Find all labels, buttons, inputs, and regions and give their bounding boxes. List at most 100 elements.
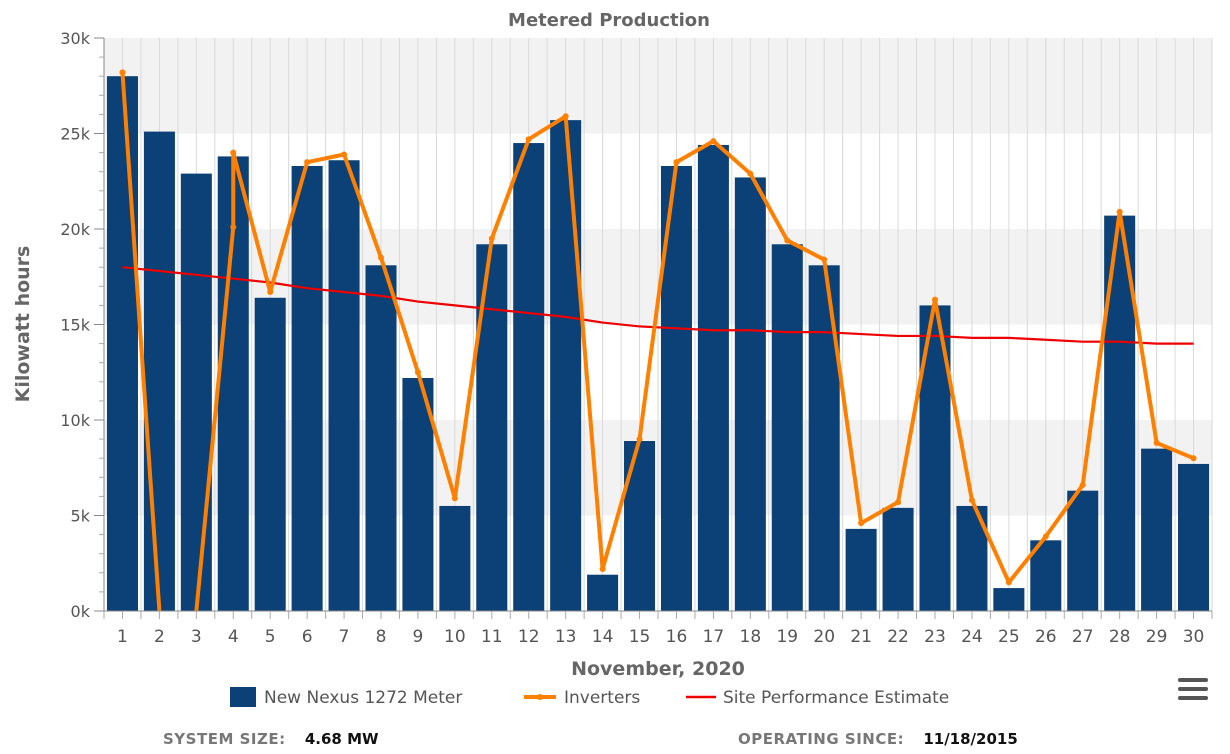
inverters-point-24 bbox=[968, 497, 975, 504]
bar-series-meter bbox=[106, 76, 1210, 612]
x-tick-label: 14 bbox=[592, 627, 614, 647]
legend: New Nexus 1272 Meter Inverters Site Perfor… bbox=[230, 687, 949, 708]
inverters-point-28 bbox=[1116, 208, 1123, 215]
inverters-point-4 bbox=[230, 149, 237, 156]
inverters-point-6 bbox=[304, 159, 311, 166]
x-tick-label: 18 bbox=[740, 627, 762, 647]
x-tick-label: 29 bbox=[1146, 627, 1168, 647]
bar-day-18 bbox=[734, 177, 766, 611]
x-tick-label: 9 bbox=[413, 627, 424, 647]
bar-day-7 bbox=[328, 160, 360, 612]
x-tick-label: 26 bbox=[1035, 627, 1057, 647]
inverters-point-13 bbox=[562, 113, 569, 120]
operating-since-label: OPERATING SINCE: bbox=[738, 730, 905, 748]
x-tick-label: 4 bbox=[228, 627, 239, 647]
system-size: SYSTEM SIZE: 4.68 MW bbox=[163, 730, 379, 748]
system-size-value: 4.68 MW bbox=[304, 730, 379, 748]
x-tick-label: 1 bbox=[117, 627, 128, 647]
inverters-point-10 bbox=[451, 495, 458, 502]
x-axis-tick-labels: 1 2 3 4 5 6 7 8 9 10 11 12 13 14 15 16 17 18 19 20 21 22 23 24 2… bbox=[103, 611, 1213, 647]
bar-day-27 bbox=[1067, 490, 1099, 611]
x-tick-label: 25 bbox=[998, 627, 1020, 647]
y-tick-label: 25k bbox=[60, 125, 90, 144]
inverters-point-23 bbox=[932, 296, 938, 303]
x-tick-label: 13 bbox=[555, 627, 577, 647]
y-tick-label: 20k bbox=[60, 220, 90, 239]
bar-day-10 bbox=[439, 505, 471, 611]
bar-day-9 bbox=[402, 377, 434, 611]
legend-marker-inverters bbox=[537, 694, 543, 700]
x-tick-label: 17 bbox=[703, 627, 725, 647]
inverters-point-14 bbox=[599, 565, 606, 572]
x-tick-label: 28 bbox=[1109, 627, 1131, 647]
legend-label-inverters: Inverters bbox=[564, 688, 640, 708]
y-tick-label: 15k bbox=[60, 316, 90, 335]
operating-since-value: 11/18/2015 bbox=[923, 730, 1018, 748]
y-tick-label: 30k bbox=[60, 29, 90, 48]
x-tick-label: 6 bbox=[302, 627, 313, 647]
bar-day-5 bbox=[254, 297, 286, 611]
bar-day-3 bbox=[180, 173, 212, 612]
line-series-estimate bbox=[122, 266, 1194, 345]
x-tick-label: 15 bbox=[629, 627, 651, 647]
inverters-point-21 bbox=[858, 520, 865, 527]
bar-day-29 bbox=[1141, 448, 1173, 611]
inverters-point-16 bbox=[673, 159, 680, 166]
inverters-point-26 bbox=[1042, 533, 1049, 540]
estimate-line bbox=[122, 266, 1194, 345]
inverters-point-1 bbox=[119, 69, 126, 76]
inverters-point-9 bbox=[414, 369, 421, 376]
bar-day-30 bbox=[1178, 463, 1210, 611]
bar-day-21 bbox=[845, 528, 877, 611]
x-tick-label: 16 bbox=[666, 627, 688, 647]
inverters-point-3 bbox=[230, 224, 237, 231]
inverters-point-30 bbox=[1190, 455, 1197, 462]
y-tick-label: 5k bbox=[71, 507, 91, 526]
x-tick-label: 7 bbox=[339, 627, 350, 647]
y-axis-tick-labels: 0k 5k 10k 15k 20k 25k 30k bbox=[60, 29, 104, 621]
bar-day-25 bbox=[993, 588, 1025, 611]
inverters-point-25 bbox=[1005, 579, 1012, 586]
x-tick-label: 8 bbox=[376, 627, 387, 647]
system-size-label: SYSTEM SIZE: bbox=[163, 730, 286, 748]
bar-day-17 bbox=[697, 144, 729, 611]
inverters-point-8 bbox=[378, 254, 384, 261]
x-tick-label: 30 bbox=[1183, 627, 1205, 647]
x-tick-label: 12 bbox=[518, 627, 540, 647]
bar-day-19 bbox=[771, 244, 803, 611]
inverters-point-12 bbox=[525, 136, 532, 143]
x-tick-label: 27 bbox=[1072, 627, 1094, 647]
bar-day-22 bbox=[882, 507, 914, 611]
inverters-point-5 bbox=[267, 289, 274, 296]
bar-day-2 bbox=[143, 131, 175, 611]
x-tick-label: 11 bbox=[481, 627, 503, 647]
inverters-point-22 bbox=[895, 499, 902, 506]
y-tick-label: 0k bbox=[71, 602, 91, 621]
y-tick-label: 10k bbox=[60, 411, 90, 430]
line-series-inverters bbox=[119, 69, 1197, 612]
x-tick-label: 22 bbox=[887, 627, 909, 647]
legend-swatch-meter bbox=[230, 687, 256, 707]
bar-day-8 bbox=[365, 265, 397, 611]
x-tick-label: 2 bbox=[154, 627, 165, 647]
bar-day-13 bbox=[550, 120, 582, 611]
legend-label-estimate: Site Performance Estimate bbox=[723, 688, 949, 708]
x-axis-label: November, 2020 bbox=[571, 658, 745, 680]
x-tick-label: 19 bbox=[776, 627, 798, 647]
bar-day-12 bbox=[513, 143, 545, 612]
chart-title: Metered Production bbox=[508, 10, 710, 31]
inverters-point-11 bbox=[488, 235, 495, 242]
bar-day-14 bbox=[587, 574, 619, 611]
inverters-point-15 bbox=[636, 436, 643, 443]
bar-day-20 bbox=[808, 265, 840, 611]
bar-day-15 bbox=[624, 441, 656, 611]
inverters-point-20 bbox=[821, 256, 828, 263]
inverters-point-7 bbox=[341, 151, 348, 158]
x-tick-label: 5 bbox=[265, 627, 276, 647]
x-tick-label: 10 bbox=[444, 627, 466, 647]
inverters-point-29 bbox=[1153, 439, 1160, 446]
x-tick-label: 23 bbox=[924, 627, 946, 647]
hamburger-menu-icon[interactable] bbox=[1178, 678, 1208, 704]
inverters-point-18 bbox=[747, 170, 754, 177]
